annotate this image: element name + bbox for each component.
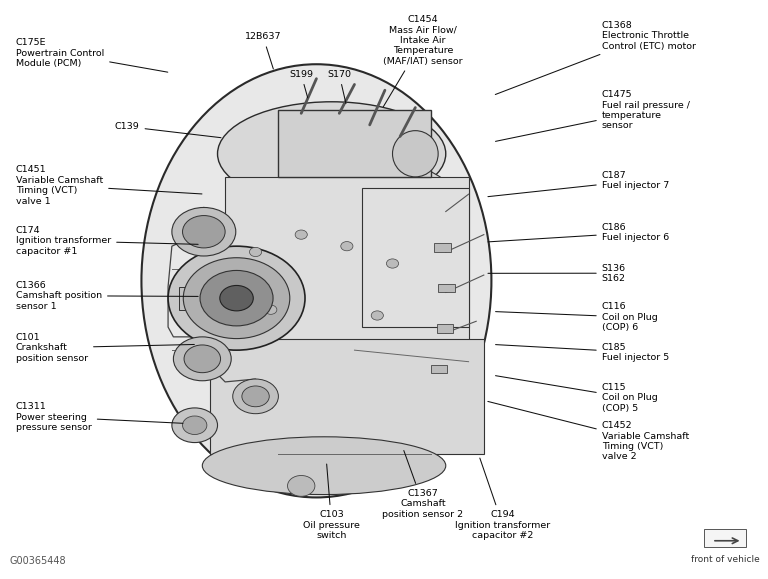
FancyBboxPatch shape — [704, 529, 746, 547]
Text: C1454
Mass Air Flow/
Intake Air
Temperature
(MAF/IAT) sensor: C1454 Mass Air Flow/ Intake Air Temperat… — [383, 15, 463, 107]
Circle shape — [172, 207, 236, 256]
Circle shape — [250, 247, 262, 256]
Text: C101
Crankshaft
position sensor: C101 Crankshaft position sensor — [16, 333, 194, 362]
FancyBboxPatch shape — [437, 324, 453, 333]
FancyBboxPatch shape — [225, 177, 468, 350]
Text: C116
Coil on Plug
(COP) 6: C116 Coil on Plug (COP) 6 — [495, 302, 657, 332]
Text: S136
S162: S136 S162 — [488, 263, 626, 283]
Ellipse shape — [202, 437, 445, 494]
FancyBboxPatch shape — [362, 188, 468, 327]
Circle shape — [242, 386, 270, 407]
Circle shape — [183, 215, 225, 248]
Text: C185
Fuel injector 5: C185 Fuel injector 5 — [495, 343, 669, 362]
Text: C1311
Power steering
pressure sensor: C1311 Power steering pressure sensor — [16, 402, 183, 432]
Ellipse shape — [286, 160, 468, 287]
FancyBboxPatch shape — [431, 365, 447, 373]
Text: C1367
Camshaft
position sensor 2: C1367 Camshaft position sensor 2 — [382, 450, 464, 519]
Text: C175E
Powertrain Control
Module (PCM): C175E Powertrain Control Module (PCM) — [16, 38, 167, 72]
Ellipse shape — [217, 102, 445, 206]
Text: G00365448: G00365448 — [10, 556, 67, 566]
Circle shape — [295, 230, 307, 239]
Circle shape — [265, 305, 277, 314]
Circle shape — [172, 408, 217, 442]
Text: C1366
Camshaft position
sensor 1: C1366 Camshaft position sensor 1 — [16, 281, 198, 311]
Circle shape — [287, 475, 315, 496]
Circle shape — [168, 246, 305, 350]
Ellipse shape — [141, 64, 492, 497]
Circle shape — [184, 345, 220, 373]
Circle shape — [386, 259, 399, 268]
Circle shape — [174, 337, 231, 381]
Text: S170: S170 — [327, 70, 351, 104]
Text: C103
Oil pressure
switch: C103 Oil pressure switch — [303, 464, 360, 540]
FancyBboxPatch shape — [180, 287, 198, 310]
Circle shape — [200, 270, 273, 326]
Text: C174
Ignition transformer
capacitor #1: C174 Ignition transformer capacitor #1 — [16, 226, 198, 256]
FancyBboxPatch shape — [439, 284, 455, 292]
Circle shape — [183, 416, 207, 434]
Text: S199: S199 — [290, 70, 313, 98]
Circle shape — [371, 311, 383, 320]
Circle shape — [233, 379, 278, 413]
Text: C1368
Electronic Throttle
Control (ETC) motor: C1368 Electronic Throttle Control (ETC) … — [495, 21, 696, 94]
FancyBboxPatch shape — [210, 339, 484, 454]
Text: C115
Coil on Plug
(COP) 5: C115 Coil on Plug (COP) 5 — [495, 376, 657, 413]
Ellipse shape — [392, 131, 439, 177]
Text: 12B637: 12B637 — [245, 32, 281, 69]
Text: C1451
Variable Camshaft
Timing (VCT)
valve 1: C1451 Variable Camshaft Timing (VCT) val… — [16, 166, 202, 206]
FancyBboxPatch shape — [435, 243, 451, 252]
Text: front of vehicle: front of vehicle — [690, 555, 760, 564]
Text: C194
Ignition transformer
capacitor #2: C194 Ignition transformer capacitor #2 — [455, 458, 551, 540]
Circle shape — [184, 258, 290, 339]
Text: C187
Fuel injector 7: C187 Fuel injector 7 — [488, 171, 669, 197]
Circle shape — [341, 241, 353, 251]
Text: C1475
Fuel rail pressure /
temperature
sensor: C1475 Fuel rail pressure / temperature s… — [495, 90, 690, 141]
Text: C139: C139 — [114, 122, 221, 138]
Text: C186
Fuel injector 6: C186 Fuel injector 6 — [488, 223, 669, 243]
Text: C1452
Variable Camshaft
Timing (VCT)
valve 2: C1452 Variable Camshaft Timing (VCT) val… — [488, 401, 689, 461]
Circle shape — [220, 285, 253, 311]
FancyBboxPatch shape — [278, 111, 431, 177]
